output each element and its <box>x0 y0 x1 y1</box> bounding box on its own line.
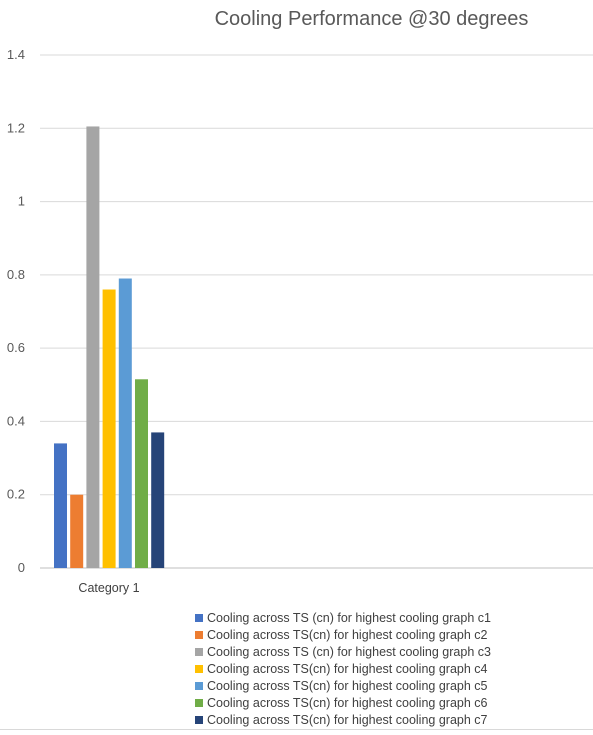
y-tick-label: 0.2 <box>7 487 25 502</box>
legend-swatch <box>195 698 203 707</box>
legend-swatch <box>195 715 203 724</box>
y-tick-label: 1 <box>18 194 25 209</box>
bottom-border <box>0 729 593 730</box>
legend-label: Cooling across TS (cn) for highest cooli… <box>207 610 491 625</box>
bar <box>102 289 116 568</box>
x-tick-label: Category 1 <box>78 581 139 595</box>
legend-item: Cooling across TS(cn) for highest coolin… <box>195 711 491 728</box>
legend-label: Cooling across TS(cn) for highest coolin… <box>207 695 488 710</box>
y-tick-label: 0.6 <box>7 340 25 355</box>
bar <box>135 379 148 568</box>
legend: Cooling across TS (cn) for highest cooli… <box>195 609 491 728</box>
legend-label: Cooling across TS(cn) for highest coolin… <box>207 678 488 693</box>
legend-item: Cooling across TS(cn) for highest coolin… <box>195 677 491 694</box>
chart-title: Cooling Performance @30 degrees <box>214 8 529 30</box>
legend-label: Cooling across TS(cn) for highest coolin… <box>207 661 488 676</box>
y-tick-label: 1.4 <box>7 47 25 62</box>
legend-item: Cooling across TS(cn) for highest coolin… <box>195 626 491 643</box>
bar <box>86 126 100 568</box>
legend-label: Cooling across TS(cn) for highest coolin… <box>207 627 488 642</box>
legend-label: Cooling across TS(cn) for highest coolin… <box>207 712 488 727</box>
y-tick-label: 0.8 <box>7 267 25 282</box>
legend-swatch <box>195 613 203 622</box>
y-tick-label: 0.4 <box>7 413 25 428</box>
plot-area: 0 0.2 0.4 0.6 0.8 1 1.2 1.4 Category 1 <box>7 47 593 595</box>
legend-label: Cooling across TS (cn) for highest cooli… <box>207 644 491 659</box>
y-tick-label: 0 <box>18 560 25 575</box>
legend-item: Cooling across TS (cn) for highest cooli… <box>195 609 491 626</box>
legend-item: Cooling across TS(cn) for highest coolin… <box>195 694 491 711</box>
bar <box>70 494 84 568</box>
legend-swatch <box>195 647 203 656</box>
legend-swatch <box>195 664 203 673</box>
bar <box>151 432 165 568</box>
legend-swatch <box>195 681 203 690</box>
legend-swatch <box>195 630 203 639</box>
bar <box>54 443 67 568</box>
legend-item: Cooling across TS(cn) for highest coolin… <box>195 660 491 677</box>
legend-item: Cooling across TS (cn) for highest cooli… <box>195 643 491 660</box>
y-tick-label: 1.2 <box>7 120 25 135</box>
bar <box>118 278 132 568</box>
